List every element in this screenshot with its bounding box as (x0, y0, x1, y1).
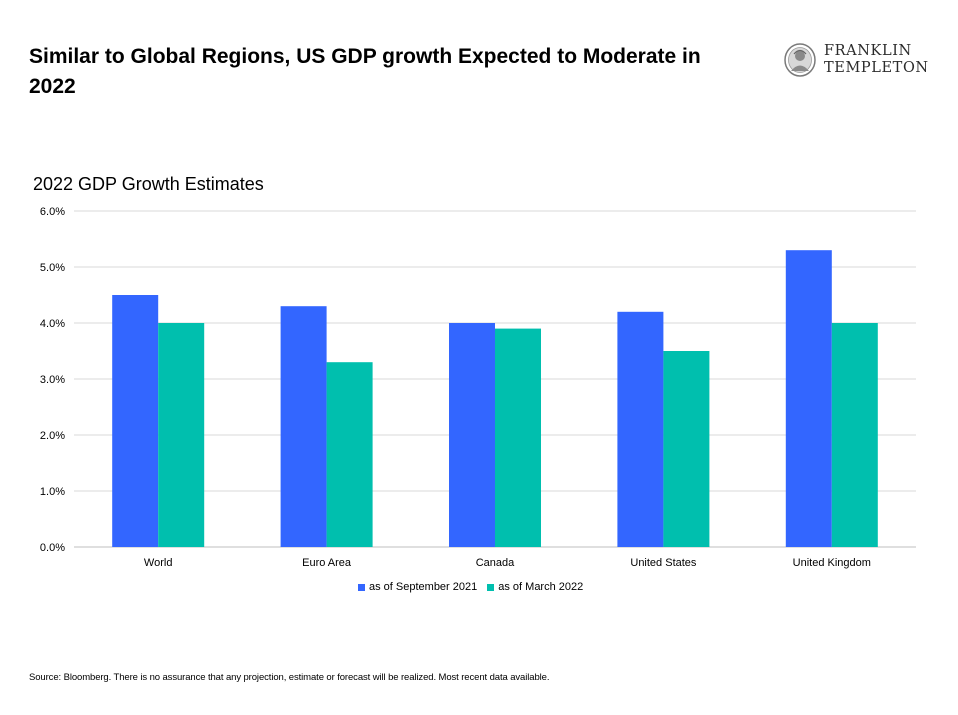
legend-item-sep-2021: as of September 2021 (358, 581, 477, 593)
bar-sep-2021 (785, 250, 832, 547)
brand-line-2: TEMPLETON (824, 60, 929, 76)
legend-item-mar-2022: as of March 2022 (487, 581, 583, 593)
y-tick-label: 2.0% (40, 430, 65, 442)
y-tick-label: 5.0% (40, 262, 65, 274)
page-title: Similar to Global Regions, US GDP growth… (29, 45, 701, 98)
brand-line-1: FRANKLIN (824, 43, 912, 59)
y-tick-label: 0.0% (40, 542, 65, 554)
legend-swatch-mar-2022 (487, 583, 495, 591)
bar-sep-2021 (112, 295, 159, 547)
bar-sep-2021 (449, 323, 495, 547)
x-tick-label: United Kingdom (793, 557, 871, 569)
x-tick-label: World (144, 557, 173, 569)
legend-label-sep-2021: as of September 2021 (369, 581, 478, 593)
legend-swatch-sep-2021 (358, 583, 365, 591)
y-tick-label: 3.0% (40, 374, 65, 386)
bar-sep-2021 (617, 311, 664, 547)
franklin-templeton-logo: FRANKLIN TEMPLETON (782, 42, 942, 78)
legend-label-mar-2022: as of March 2022 (498, 581, 584, 593)
portrait-medallion-icon (784, 43, 816, 77)
x-tick-label: Canada (476, 557, 515, 569)
x-tick-label: Euro Area (302, 557, 352, 569)
y-tick-label: 1.0% (40, 486, 65, 498)
bar-mar-2022 (158, 323, 205, 547)
legend: as of September 2021 as of March 2022 (358, 581, 583, 593)
y-tick-label: 6.0% (40, 206, 65, 218)
x-tick-label: United States (630, 557, 697, 569)
bar-mar-2022 (831, 323, 878, 547)
bar-mar-2022 (495, 328, 541, 547)
y-tick-label: 4.0% (40, 318, 65, 330)
bar-mar-2022 (663, 351, 710, 547)
bar-chart: 0.0% 1.0% 2.0% 3.0% 4.0% 5.0% 6.0% World Euro Ar… (40, 206, 916, 569)
source-note: Source: Bloomberg. There is no assurance… (29, 672, 550, 683)
chart-title: 2022 GDP Growth Estimates (33, 174, 264, 194)
bar-sep-2021 (280, 306, 327, 547)
bar-mar-2022 (326, 362, 373, 547)
